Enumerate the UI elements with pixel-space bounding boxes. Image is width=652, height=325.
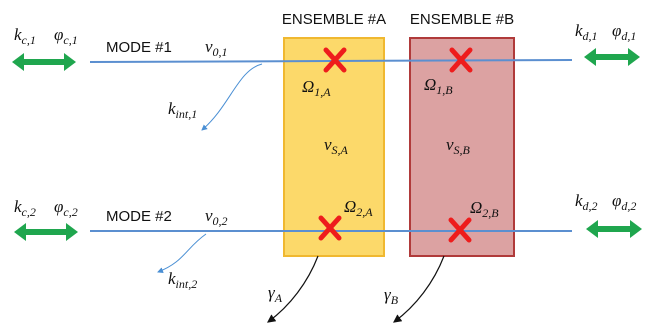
mode-2-kc-label: kc,2	[14, 197, 36, 219]
ensemble-a-box	[283, 37, 385, 257]
mode-2-label: MODE #2	[106, 208, 172, 225]
ensemble-a-decay-arrow	[267, 255, 319, 323]
mode-1-intrinsic-loss-arrow	[201, 63, 263, 131]
omega-2a-label: Ω2,A	[344, 197, 373, 219]
ensemble-b-box	[409, 37, 515, 257]
mode-1-label: MODE #1	[106, 39, 172, 56]
mode-2-frequency: ν0,2	[205, 206, 228, 228]
mode-2-kint-label: kint,2	[168, 269, 197, 291]
mode-2-phic-label: φc,2	[54, 197, 78, 219]
mode-2-phid-label: φd,2	[612, 191, 636, 213]
mode-2-ensemble-b-marker	[448, 217, 472, 243]
mode-1-ensemble-a-marker	[323, 47, 347, 73]
ensemble-b-decay-label: γB	[384, 285, 399, 307]
omega-1b-label: Ω1,B	[424, 75, 453, 97]
mode-1-frequency: ν0,1	[205, 37, 228, 59]
mode-1-phic-label: φc,1	[54, 25, 78, 47]
mode-1-kc-label: kc,1	[14, 25, 36, 47]
ensemble-a-detuning: νS,A	[324, 135, 349, 157]
mode-1-kint-label: kint,1	[168, 99, 197, 121]
ensemble-b-detuning: νS,B	[446, 135, 471, 157]
mode-1-right-double-arrow	[584, 48, 640, 66]
mode-2-kd-label: kd,2	[575, 191, 598, 213]
ensemble-b-decay-arrow	[393, 255, 445, 323]
omega-1a-label: Ω1,A	[302, 77, 331, 99]
mode-1-phid-label: φd,1	[612, 21, 636, 43]
mode-1-ensemble-b-marker	[449, 47, 473, 73]
mode-2-ensemble-a-marker	[318, 215, 342, 241]
mode-1-kd-label: kd,1	[575, 21, 598, 43]
mode-1-left-double-arrow	[12, 53, 76, 71]
mode-2-left-double-arrow	[14, 223, 78, 241]
mode-2-right-double-arrow	[586, 220, 642, 238]
ensemble-b-title: ENSEMBLE #B	[410, 11, 514, 28]
mode-2-intrinsic-loss-arrow	[157, 233, 207, 274]
ensemble-a-title: ENSEMBLE #A	[282, 11, 386, 28]
omega-2b-label: Ω2,B	[470, 198, 499, 220]
ensemble-a-decay-label: γA	[268, 283, 283, 305]
